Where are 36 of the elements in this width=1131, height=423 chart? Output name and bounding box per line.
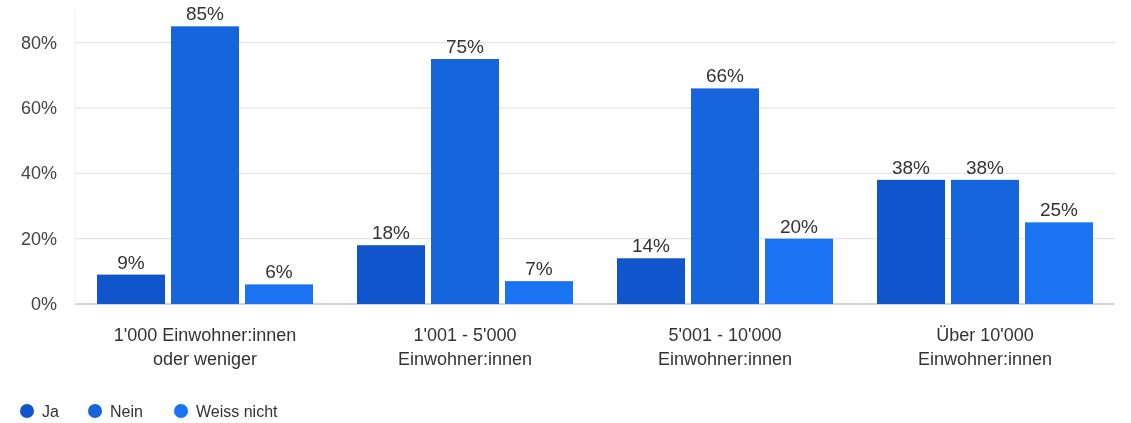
bar (431, 59, 499, 304)
x-tick-label: 1'001 - 5'000 Einwohner:innen (397, 325, 533, 369)
y-tick-label: 60% (20, 98, 57, 118)
x-tick-label: 1'000 Einwohner:innen oder weniger (113, 325, 297, 369)
y-tick-label: 20% (20, 228, 57, 249)
data-label: 25% (1039, 199, 1079, 221)
data-label: 85% (185, 3, 225, 25)
data-label: 38% (891, 156, 931, 178)
data-label: 18% (371, 222, 411, 244)
x-tick-label: Über 10'000 Einwohner:innen (917, 325, 1053, 369)
data-label: 7% (525, 258, 553, 280)
legend-label: Weiss nicht (196, 403, 279, 420)
bar (617, 258, 685, 304)
data-label: 14% (631, 235, 671, 257)
data-label: 9% (117, 251, 145, 273)
bar (245, 284, 313, 304)
bar (877, 179, 945, 304)
data-label: 20% (779, 215, 819, 237)
data-label: 66% (705, 65, 745, 87)
bar (951, 179, 1019, 304)
data-label: 6% (265, 261, 293, 283)
bar (691, 88, 759, 304)
bar (505, 281, 573, 304)
x-tick-label: 5'001 - 10'000 Einwohner:innen (657, 325, 793, 369)
bar (97, 274, 165, 304)
bar (171, 26, 239, 304)
y-tick-label: 80% (20, 32, 57, 53)
legend-label: Ja (42, 403, 59, 420)
legend-label: Nein (110, 403, 143, 420)
data-label: 75% (445, 36, 485, 57)
bar (765, 238, 833, 304)
bar (357, 245, 425, 304)
bar (1025, 222, 1093, 304)
y-tick-label: 0% (30, 294, 57, 314)
y-tick-label: 40% (20, 163, 57, 184)
data-label: 38% (965, 156, 1005, 178)
